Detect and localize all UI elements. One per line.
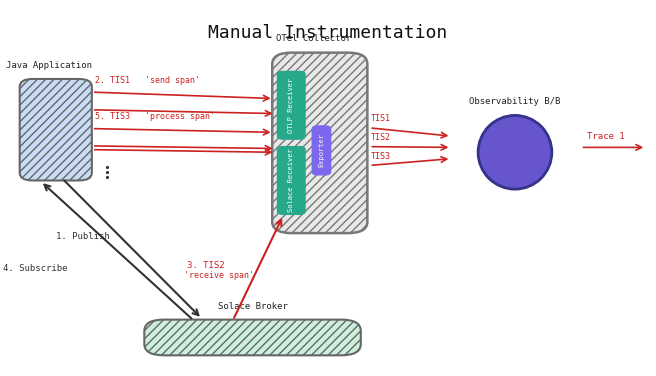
- Text: TIS2: TIS2: [371, 133, 390, 142]
- FancyBboxPatch shape: [144, 320, 361, 355]
- Text: 'receive span': 'receive span': [184, 271, 254, 280]
- FancyBboxPatch shape: [277, 147, 305, 214]
- Text: Solace Broker: Solace Broker: [218, 302, 287, 311]
- Text: Solace Receiver: Solace Receiver: [288, 149, 295, 212]
- FancyBboxPatch shape: [272, 53, 367, 233]
- Text: TIS1: TIS1: [371, 114, 390, 123]
- Text: 4. Subscribe: 4. Subscribe: [3, 264, 68, 273]
- Text: Java Application: Java Application: [6, 61, 92, 70]
- Text: Exporter: Exporter: [318, 133, 325, 167]
- FancyBboxPatch shape: [312, 126, 331, 175]
- FancyBboxPatch shape: [20, 79, 92, 180]
- Text: Observability B/B: Observability B/B: [469, 97, 561, 106]
- FancyBboxPatch shape: [277, 71, 305, 139]
- Text: Manual Instrumentation: Manual Instrumentation: [209, 24, 447, 42]
- Ellipse shape: [478, 115, 552, 189]
- Text: OTel Collector: OTel Collector: [276, 34, 351, 43]
- Text: 2. TIS1   'send span': 2. TIS1 'send span': [95, 76, 200, 85]
- Text: 1. Publish: 1. Publish: [56, 232, 110, 241]
- Text: TIS3: TIS3: [371, 152, 390, 161]
- Text: 3. TIS2: 3. TIS2: [187, 261, 224, 270]
- Text: OTLP Receiver: OTLP Receiver: [288, 78, 295, 133]
- Text: 5. TIS3   'process span': 5. TIS3 'process span': [95, 112, 215, 121]
- Text: Trace 1: Trace 1: [587, 132, 625, 141]
